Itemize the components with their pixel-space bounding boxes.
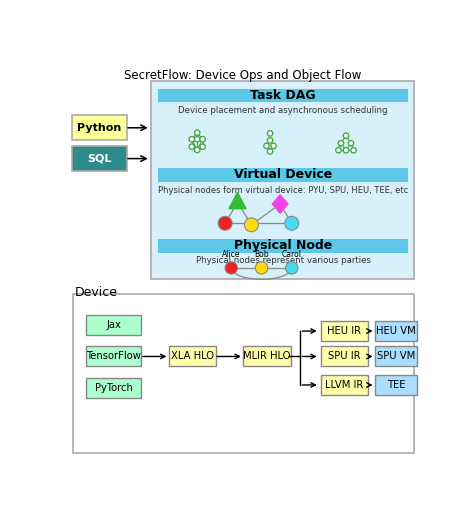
Circle shape — [267, 149, 273, 154]
FancyBboxPatch shape — [375, 346, 417, 366]
Text: MLIR HLO: MLIR HLO — [243, 351, 291, 362]
Circle shape — [338, 141, 344, 146]
FancyBboxPatch shape — [321, 346, 368, 366]
Circle shape — [264, 143, 269, 149]
Circle shape — [189, 136, 194, 142]
Text: SQL: SQL — [87, 153, 111, 164]
Text: Device placement and asynchronous scheduling: Device placement and asynchronous schedu… — [179, 106, 388, 115]
FancyBboxPatch shape — [243, 346, 291, 366]
Text: Physical nodes represent various parties: Physical nodes represent various parties — [196, 256, 371, 265]
FancyBboxPatch shape — [158, 168, 408, 182]
Circle shape — [189, 144, 194, 149]
Circle shape — [343, 133, 349, 139]
Text: PyTorch: PyTorch — [94, 383, 132, 393]
Polygon shape — [273, 195, 288, 213]
Text: Carol: Carol — [282, 250, 302, 259]
Circle shape — [194, 147, 200, 153]
FancyBboxPatch shape — [375, 321, 417, 341]
Circle shape — [351, 148, 356, 153]
Circle shape — [225, 262, 237, 274]
Text: Bob: Bob — [254, 250, 269, 259]
Text: Jax: Jax — [106, 320, 121, 330]
Text: Python: Python — [77, 123, 121, 133]
FancyBboxPatch shape — [151, 81, 414, 279]
FancyBboxPatch shape — [72, 146, 127, 171]
Circle shape — [267, 131, 273, 136]
Text: Device: Device — [75, 286, 118, 300]
Circle shape — [336, 148, 341, 153]
Text: Physical Node: Physical Node — [234, 239, 332, 252]
Circle shape — [218, 216, 232, 230]
Circle shape — [285, 262, 298, 274]
Text: Virtual Device: Virtual Device — [234, 168, 332, 181]
Text: Alice: Alice — [222, 250, 240, 259]
Circle shape — [200, 136, 205, 142]
FancyBboxPatch shape — [86, 378, 141, 398]
Text: Physical nodes form virtual device: PYU, SPU, HEU, TEE, etc: Physical nodes form virtual device: PYU,… — [158, 186, 408, 194]
Text: LLVM IR: LLVM IR — [325, 380, 364, 390]
FancyBboxPatch shape — [375, 375, 417, 395]
FancyBboxPatch shape — [86, 315, 141, 335]
Polygon shape — [229, 192, 246, 209]
FancyBboxPatch shape — [73, 294, 414, 452]
Text: SPU IR: SPU IR — [328, 351, 361, 362]
Text: TEE: TEE — [387, 380, 406, 390]
Circle shape — [271, 143, 276, 149]
Text: HEU VM: HEU VM — [376, 326, 416, 336]
Circle shape — [200, 144, 205, 149]
Circle shape — [194, 136, 200, 142]
Circle shape — [255, 262, 268, 274]
Circle shape — [348, 141, 354, 146]
Circle shape — [194, 130, 200, 135]
Circle shape — [285, 216, 299, 230]
Circle shape — [343, 148, 349, 153]
FancyBboxPatch shape — [72, 115, 127, 140]
FancyBboxPatch shape — [321, 375, 368, 395]
Text: HEU IR: HEU IR — [328, 326, 362, 336]
Text: Task DAG: Task DAG — [250, 89, 316, 102]
FancyBboxPatch shape — [169, 346, 216, 366]
Circle shape — [267, 137, 273, 143]
FancyBboxPatch shape — [158, 89, 408, 103]
Text: XLA HLO: XLA HLO — [171, 351, 214, 362]
FancyBboxPatch shape — [158, 239, 408, 252]
FancyBboxPatch shape — [321, 321, 368, 341]
Circle shape — [245, 218, 258, 232]
FancyBboxPatch shape — [86, 346, 141, 366]
Text: SPU VM: SPU VM — [377, 351, 416, 362]
Text: SecretFlow: Device Ops and Object Flow: SecretFlow: Device Ops and Object Flow — [124, 69, 362, 82]
Text: TensorFlow: TensorFlow — [86, 351, 141, 362]
